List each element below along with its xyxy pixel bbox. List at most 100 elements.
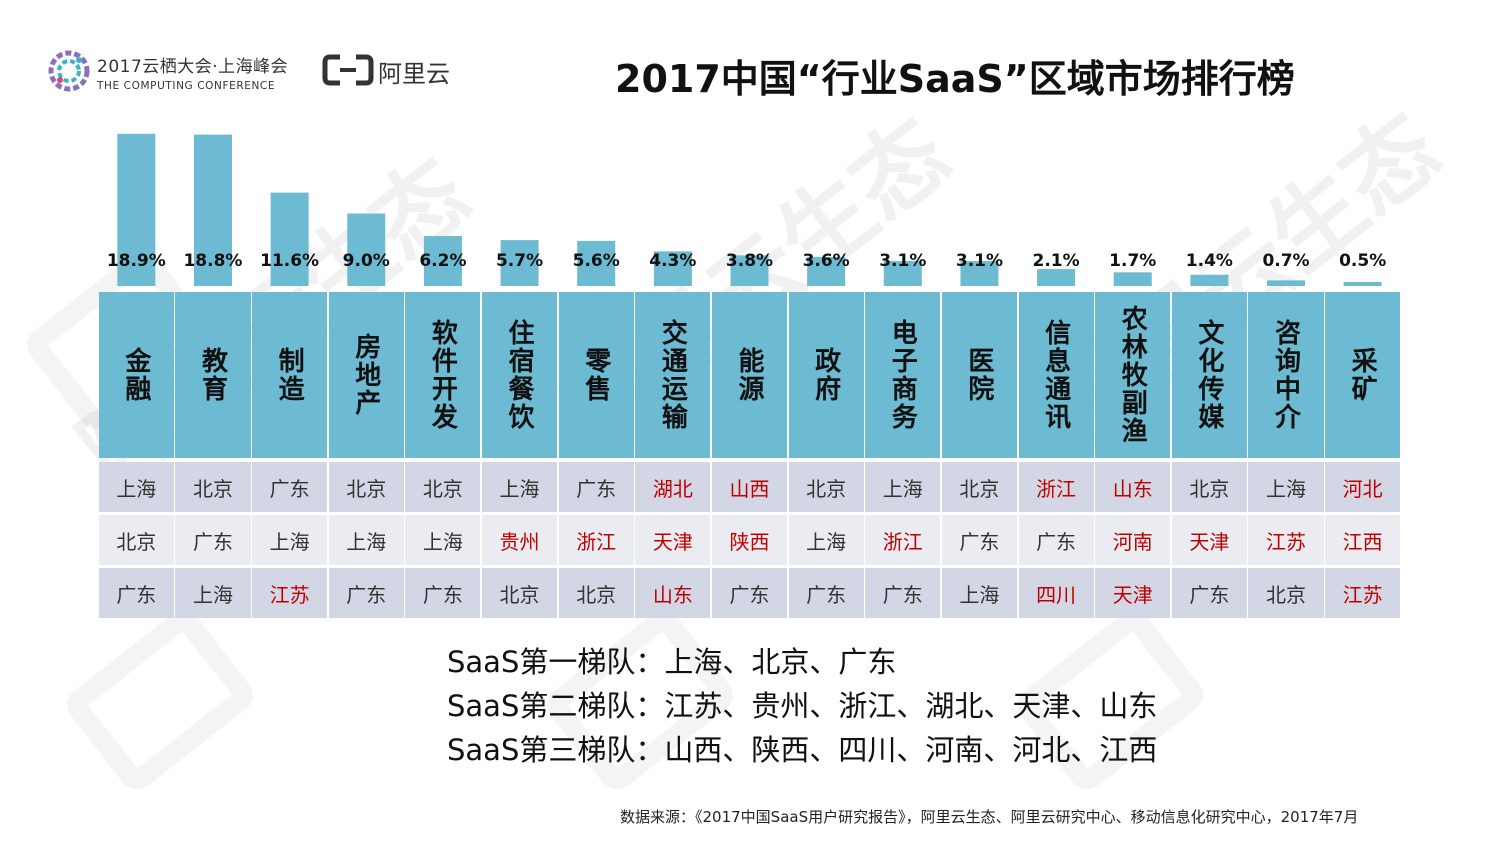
bar-0 [117,133,156,286]
bar-15 [1267,280,1306,286]
bar-3 [347,213,386,286]
value-label: 2.1% [1032,251,1080,271]
industry-label: 医院 [963,347,994,403]
value-label: 3.1% [955,251,1004,271]
industry-cell: 教育 [175,292,251,458]
rank-3-cell: 广东 [865,568,941,618]
rank-2-cell: 天津 [635,515,711,565]
value-label: 3.1% [879,251,927,271]
industry-label: 金融 [120,347,151,403]
value-label: 0.7% [1262,251,1310,271]
industry-cell: 医院 [941,292,1017,458]
rank-2-cell: 广东 [175,515,251,565]
industry-label: 政府 [810,347,841,403]
rank-3-cell: 北京 [1248,568,1324,618]
bar-2 [270,192,309,286]
industry-label: 信息通讯 [1040,319,1071,431]
tier-2: SaaS第二梯队：江苏、贵州、浙江、湖北、天津、山东 [447,689,1158,723]
conference-logo-icon [48,50,90,92]
tier-1: SaaS第一梯队：上海、北京、广东 [447,645,897,679]
industry-cell: 制造 [252,292,328,458]
rank-2-cell: 广东 [1018,515,1094,565]
industry-cell: 文化传媒 [1171,292,1247,458]
rank-2-cell: 河南 [1095,515,1171,565]
rank-1-cell: 山东 [1095,462,1171,512]
rank-1-cell: 河北 [1325,462,1401,512]
industry-label: 交通运输 [657,319,688,431]
rank-1-cell: 北京 [788,462,864,512]
industry-cell: 采矿 [1325,292,1401,458]
value-label: 3.8% [725,251,774,271]
industry-label: 制造 [274,347,305,403]
value-label: 1.7% [1109,251,1157,271]
rank-2-cell: 上海 [328,515,404,565]
rank-2-cell: 江西 [1325,515,1401,565]
value-label: 18.8% [183,251,243,271]
rank-3-cell: 上海 [175,568,251,618]
rank-3-cell: 广东 [328,568,404,618]
rank-2-cell: 天津 [1171,515,1247,565]
value-label: 5.7% [495,251,544,271]
rank-3-cell: 广东 [98,568,174,618]
tier-summary: SaaS第一梯队：上海、北京、广东 SaaS第二梯队：江苏、贵州、浙江、湖北、天… [447,640,1157,772]
rank-3-cell: 广东 [1171,568,1247,618]
industry-cell: 金融 [98,292,174,458]
rank-3-cell: 广东 [711,568,788,618]
rank-3-cell: 广东 [405,568,481,618]
rank-3-cell: 江苏 [1325,568,1401,618]
rank-3-cell: 北京 [481,568,558,618]
industry-cell: 房地产 [328,292,404,458]
industry-cell: 农林牧副渔 [1095,292,1171,458]
bar-14 [1190,274,1229,286]
value-label: 11.6% [260,251,320,271]
industry-label: 房地产 [350,333,381,417]
bar-6 [577,240,616,286]
industry-cell: 能源 [711,292,788,458]
rank-1-cell: 北京 [328,462,404,512]
bar-5 [500,240,539,286]
rank-1-cell: 上海 [98,462,174,512]
conference-title: 2017云栖大会·上海峰会 [97,57,289,77]
bar-11 [960,261,999,286]
industry-cell: 住宿餐饮 [481,292,558,458]
rank-2-cell: 广东 [941,515,1017,565]
rank-1-cell: 北京 [405,462,481,512]
rank-1-cell: 北京 [1171,462,1247,512]
tier-3: SaaS第三梯队：山西、陕西、四川、河南、河北、江西 [447,733,1158,767]
industry-cell: 咨询中介 [1248,292,1324,458]
value-label: 3.6% [802,251,850,271]
rank-3-cell: 山东 [635,568,711,618]
bar-9 [807,257,846,286]
bar-12 [1037,269,1076,286]
conference-brand: 2017云栖大会·上海峰会 THE COMPUTING CONFERENCE [97,52,288,92]
rank-1-cell: 湖北 [635,462,711,512]
aliyun-brand: 阿里云 [378,60,450,88]
industry-label: 电子商务 [887,319,918,431]
industry-cell: 零售 [558,292,634,458]
value-label: 0.5% [1339,251,1387,271]
industry-cell: 信息通讯 [1018,292,1094,458]
rank-2-cell: 浙江 [865,515,941,565]
rank-1-cell: 北京 [941,462,1017,512]
bar-16 [1343,281,1382,286]
value-label: 18.9% [106,251,166,271]
aliyun-logo-icon [322,54,374,86]
industry-label: 文化传媒 [1193,319,1224,431]
rank-3-cell: 天津 [1095,568,1171,618]
rank-1-cell: 北京 [175,462,251,512]
rank-1-cell: 上海 [481,462,558,512]
industry-label: 软件开发 [427,319,458,431]
bar-4 [423,236,462,286]
rank-2-cell: 浙江 [558,515,634,565]
bar-8 [730,255,769,286]
page-title: 2017中国“行业SaaS”区域市场排行榜 [615,57,1295,101]
rank-2-cell: 贵州 [481,515,558,565]
bar-7 [653,251,692,286]
industry-cell: 电子商务 [865,292,941,458]
rank-1-cell: 山西 [711,462,788,512]
industry-label: 采矿 [1347,347,1378,403]
rank-1-cell: 广东 [252,462,328,512]
rank-2-cell: 上海 [252,515,328,565]
industry-label: 农林牧副渔 [1117,305,1148,445]
rank-3-cell: 上海 [941,568,1017,618]
